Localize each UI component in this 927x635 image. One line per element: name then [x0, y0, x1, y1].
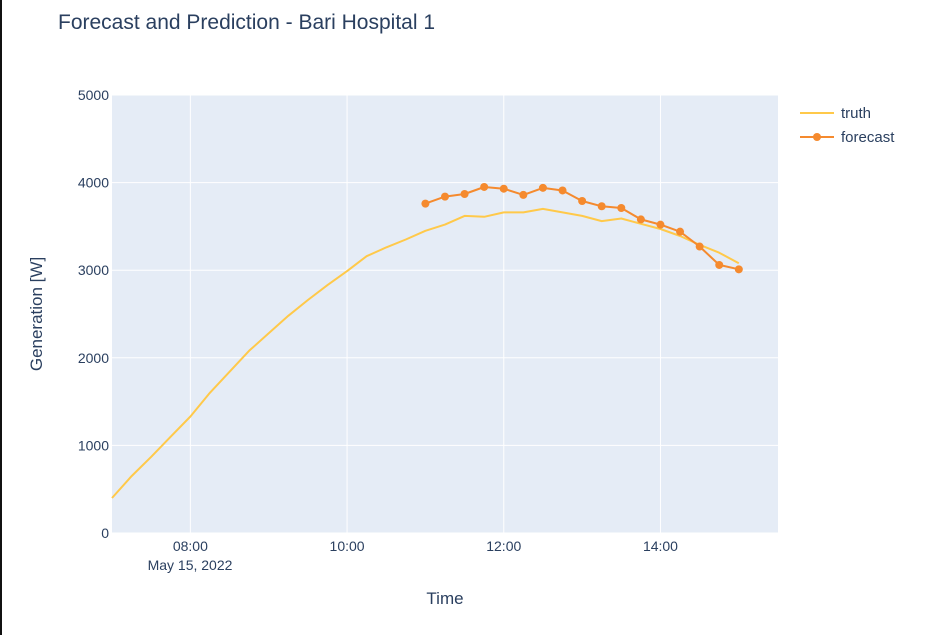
x-axis-title: Time — [426, 589, 463, 608]
data-point-forecast — [460, 189, 469, 198]
x-tick-label: 10:00 — [330, 538, 365, 554]
data-point-forecast — [676, 227, 685, 236]
series-line-truth — [111, 207, 740, 499]
data-point-forecast — [656, 220, 665, 229]
y-tick-label: 1000 — [78, 437, 109, 453]
x-tick-label: 08:00 — [173, 538, 208, 554]
data-point-forecast — [715, 260, 724, 269]
chart-title: Forecast and Prediction - Bari Hospital … — [58, 11, 436, 34]
data-point-forecast — [480, 182, 489, 191]
legend-label-forecast[interactable]: forecast — [841, 129, 895, 146]
y-tick-label: 3000 — [78, 262, 109, 278]
window-edge — [0, 0, 2, 635]
data-point-forecast — [617, 204, 626, 213]
x-date-label: May 15, 2022 — [148, 557, 233, 573]
legend-label-truth[interactable]: truth — [841, 105, 871, 122]
x-tick-label: 12:00 — [486, 538, 521, 554]
data-point-forecast — [499, 184, 508, 193]
y-tick-label: 0 — [101, 525, 109, 541]
y-tick-label: 5000 — [78, 87, 109, 103]
data-point-forecast — [558, 186, 567, 195]
x-tick-label: 14:00 — [643, 538, 678, 554]
data-point-forecast — [441, 192, 449, 201]
data-point-forecast — [636, 215, 645, 224]
data-point-forecast — [695, 242, 704, 251]
data-point-forecast — [519, 190, 528, 199]
y-tick-label: 2000 — [78, 350, 109, 366]
plot-area — [112, 95, 778, 533]
y-axis-title: Generation [W] — [27, 257, 46, 371]
data-point-forecast — [421, 199, 430, 208]
data-point-forecast — [597, 202, 606, 211]
legend-marker-forecast — [813, 133, 821, 141]
y-tick-label: 4000 — [78, 175, 109, 191]
data-point-forecast — [734, 265, 743, 274]
data-point-forecast — [578, 196, 587, 205]
data-point-forecast — [538, 183, 547, 192]
